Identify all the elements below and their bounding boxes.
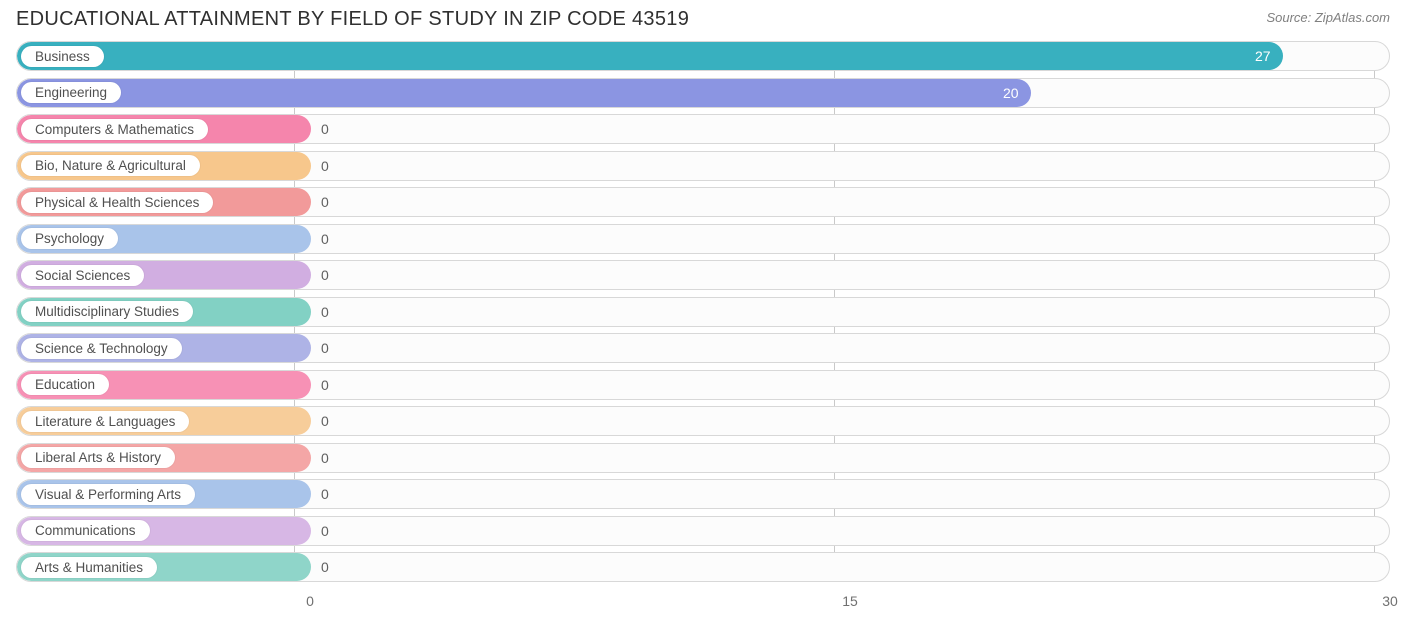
x-axis: 01530 bbox=[16, 589, 1390, 617]
bar-row: Business 27 bbox=[16, 41, 1390, 71]
bar-row: Education 0 bbox=[16, 370, 1390, 400]
bar-label: Communications bbox=[21, 520, 150, 541]
x-tick: 15 bbox=[842, 593, 858, 609]
bar-value: 0 bbox=[321, 413, 329, 429]
bar-value: 0 bbox=[321, 194, 329, 210]
bar-label: Physical & Health Sciences bbox=[21, 192, 213, 213]
bar-label: Multidisciplinary Studies bbox=[21, 301, 193, 322]
bar-value: 0 bbox=[321, 121, 329, 137]
bar-value: 0 bbox=[321, 377, 329, 393]
bar-row: Visual & Performing Arts 0 bbox=[16, 479, 1390, 509]
bar-value: 20 bbox=[1003, 85, 1019, 101]
x-tick: 0 bbox=[306, 593, 314, 609]
bar-value: 27 bbox=[1255, 48, 1271, 64]
bar-value: 0 bbox=[321, 340, 329, 356]
bar-label: Psychology bbox=[21, 228, 118, 249]
bar-row: Literature & Languages 0 bbox=[16, 406, 1390, 436]
bar-label: Computers & Mathematics bbox=[21, 119, 208, 140]
bar-row: Engineering 20 bbox=[16, 78, 1390, 108]
bar-row: Social Sciences 0 bbox=[16, 260, 1390, 290]
bar-value: 0 bbox=[321, 559, 329, 575]
bar-label: Visual & Performing Arts bbox=[21, 484, 195, 505]
chart-title: EDUCATIONAL ATTAINMENT BY FIELD OF STUDY… bbox=[16, 8, 689, 31]
bar-fill bbox=[17, 79, 1031, 107]
bar-value: 0 bbox=[321, 267, 329, 283]
bar-row: Physical & Health Sciences 0 bbox=[16, 187, 1390, 217]
bar-label: Arts & Humanities bbox=[21, 557, 157, 578]
bar-label: Bio, Nature & Agricultural bbox=[21, 155, 200, 176]
bar-label: Science & Technology bbox=[21, 338, 182, 359]
bar-value: 0 bbox=[321, 231, 329, 247]
bar-label: Business bbox=[21, 46, 104, 67]
chart-plot-area: Business 27 Engineering 20 Computers & Mathe… bbox=[0, 41, 1406, 582]
bar-row: Bio, Nature & Agricultural 0 bbox=[16, 151, 1390, 181]
bar-label: Engineering bbox=[21, 82, 121, 103]
bar-value: 0 bbox=[321, 486, 329, 502]
bar-row: Communications 0 bbox=[16, 516, 1390, 546]
bar-row: Psychology 0 bbox=[16, 224, 1390, 254]
bar-row: Computers & Mathematics 0 bbox=[16, 114, 1390, 144]
chart-header: EDUCATIONAL ATTAINMENT BY FIELD OF STUDY… bbox=[0, 0, 1406, 41]
bar-label: Literature & Languages bbox=[21, 411, 189, 432]
bar-row: Science & Technology 0 bbox=[16, 333, 1390, 363]
bar-value: 0 bbox=[321, 450, 329, 466]
bar-row: Multidisciplinary Studies 0 bbox=[16, 297, 1390, 327]
bar-fill bbox=[17, 42, 1283, 70]
chart-source: Source: ZipAtlas.com bbox=[1266, 10, 1390, 25]
bar-label: Education bbox=[21, 374, 109, 395]
bar-value: 0 bbox=[321, 304, 329, 320]
bar-row: Arts & Humanities 0 bbox=[16, 552, 1390, 582]
bar-label: Liberal Arts & History bbox=[21, 447, 175, 468]
bar-value: 0 bbox=[321, 158, 329, 174]
bar-row: Liberal Arts & History 0 bbox=[16, 443, 1390, 473]
bar-label: Social Sciences bbox=[21, 265, 144, 286]
x-tick: 30 bbox=[1382, 593, 1398, 609]
bar-value: 0 bbox=[321, 523, 329, 539]
